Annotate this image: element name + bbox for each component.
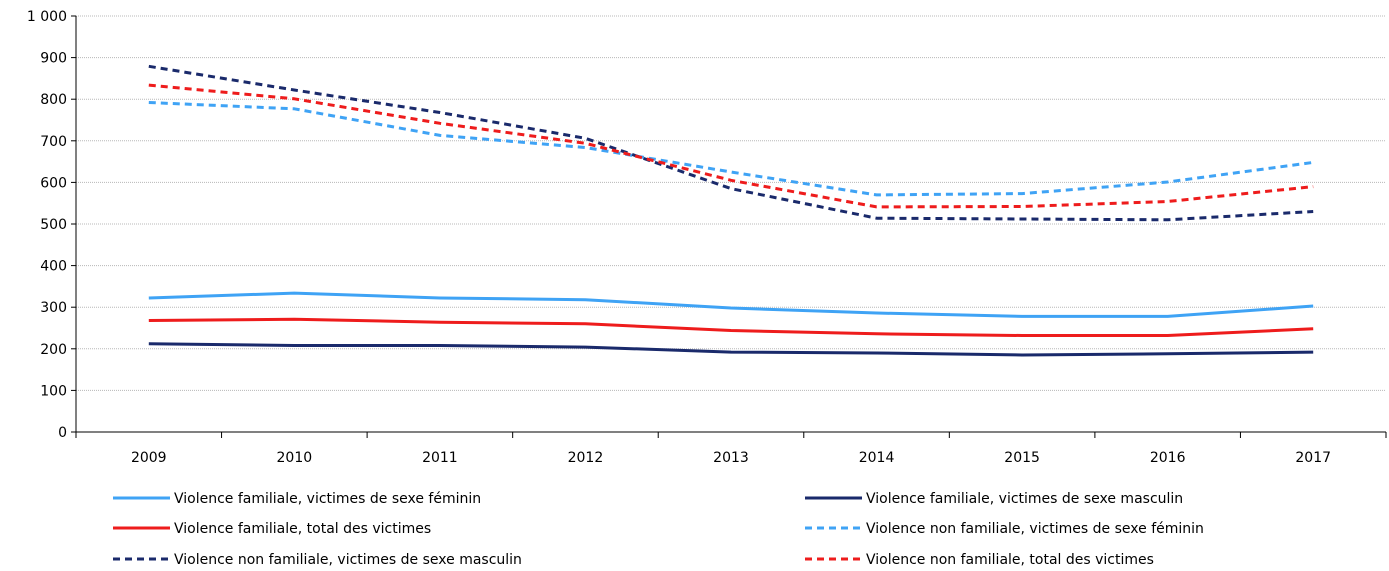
legend-label: Violence familiale, total des victimes (174, 521, 431, 537)
series-line-6 (148, 83, 1314, 209)
y-tick-label: 900 (40, 51, 67, 67)
legend-label: Violence non familiale, victimes de sexe… (174, 552, 522, 568)
x-tick-label: 2012 (568, 450, 604, 466)
y-tick-label: 200 (40, 342, 67, 358)
y-tick-label: 600 (40, 175, 67, 191)
legend-item: Violence non familiale, victimes de sexe… (113, 552, 522, 568)
legend-label: Violence non familiale, total des victim… (866, 552, 1154, 568)
series-line-5 (148, 64, 1314, 222)
y-tick-label: 800 (40, 92, 67, 108)
legend: Violence familiale, victimes de sexe fém… (113, 491, 1204, 568)
y-tick-label: 700 (40, 134, 67, 150)
series-line-1 (148, 291, 1314, 318)
y-tick-label: 400 (40, 259, 67, 275)
x-tick-label: 2017 (1295, 450, 1331, 466)
legend-item: Violence familiale, victimes de sexe fém… (113, 491, 481, 507)
x-tick-label: 2014 (859, 450, 895, 466)
series-line-3 (148, 317, 1314, 337)
legend-label: Violence familiale, victimes de sexe mas… (866, 491, 1183, 507)
legend-item: Violence non familiale, victimes de sexe… (805, 521, 1204, 537)
legend-label: Violence familiale, victimes de sexe fém… (174, 491, 481, 507)
x-axis-ticks: 2009 2010 2011 2012 2013 2014 2015 2016 2017 (75, 432, 1387, 466)
y-axis-ticks: 0 100 200 300 400 500 600 700 800 900 1 000 (27, 9, 76, 441)
series-line-4 (148, 101, 1314, 197)
y-tick-label: 1 000 (27, 9, 67, 25)
x-tick-label: 2016 (1150, 450, 1186, 466)
y-tick-label: 100 (40, 383, 67, 399)
y-tick-label: 0 (58, 425, 67, 441)
gridlines (76, 15, 1386, 391)
series-line-2 (148, 342, 1314, 357)
legend-item: Violence non familiale, total des victim… (805, 552, 1154, 568)
series-lines (148, 64, 1314, 357)
x-tick-label: 2015 (1004, 450, 1040, 466)
x-tick-label: 2013 (713, 450, 749, 466)
legend-label: Violence non familiale, victimes de sexe… (866, 521, 1204, 537)
x-tick-label: 2009 (131, 450, 167, 466)
legend-item: Violence familiale, victimes de sexe mas… (805, 491, 1183, 507)
x-tick-label: 2011 (422, 450, 458, 466)
legend-item: Violence familiale, total des victimes (113, 521, 431, 537)
x-tick-label: 2010 (277, 450, 313, 466)
y-tick-label: 300 (40, 300, 67, 316)
y-tick-label: 500 (40, 217, 67, 233)
